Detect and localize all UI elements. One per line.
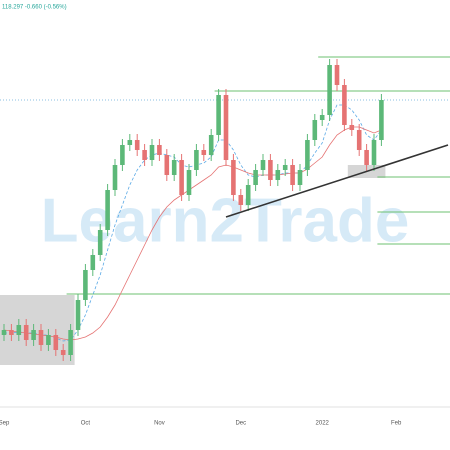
candle-body: [208, 135, 214, 155]
candle-body: [38, 330, 44, 345]
candle-body: [112, 165, 118, 190]
trendline: [225, 144, 449, 218]
candle-body: [349, 125, 355, 130]
candle-body: [142, 150, 147, 160]
candle-body: [371, 140, 377, 165]
x-tick-label: 2022: [316, 421, 330, 427]
candle-body: [31, 330, 36, 340]
candle-body: [171, 160, 177, 175]
candle-body: [290, 165, 295, 185]
candle-body: [179, 160, 184, 195]
candle-body: [68, 330, 73, 355]
candle-body: [157, 145, 162, 155]
candle-body: [186, 170, 192, 195]
candle-body: [149, 145, 155, 160]
candle-body: [342, 85, 347, 125]
candle-body: [238, 195, 244, 205]
candle-body: [260, 160, 266, 170]
moving-average: [3, 126, 382, 341]
candle-body: [379, 100, 384, 140]
candle-body: [364, 150, 369, 165]
candle-body: [23, 325, 29, 340]
candle-body: [327, 65, 332, 115]
candle-body: [356, 130, 362, 150]
candle-body: [90, 255, 96, 270]
x-tick-label: Sep: [0, 421, 10, 427]
candle-body: [60, 350, 66, 355]
candle-body: [253, 170, 258, 185]
candle-body: [16, 325, 22, 335]
candle-body: [319, 115, 325, 120]
candle-body: [105, 190, 110, 230]
candle-body: [46, 335, 51, 345]
candle-body: [297, 170, 303, 185]
candle-body: [75, 300, 81, 330]
x-tick-label: Dec: [235, 421, 246, 427]
candle-body: [134, 140, 140, 150]
moving-average: [4, 104, 382, 342]
candle-body: [245, 185, 251, 205]
candle-body: [223, 95, 229, 160]
candle-body: [9, 330, 14, 335]
candle-body: [97, 230, 103, 255]
candle-body: [1, 330, 7, 335]
candle-body: [164, 155, 170, 175]
x-tick-label: Nov: [154, 421, 165, 427]
candle-body: [334, 65, 340, 85]
watermark: Learn2Trade: [41, 186, 410, 255]
candle-body: [312, 120, 318, 140]
header-quote: 118.297 -0.660 (-0.56%): [2, 5, 67, 11]
candle-body: [83, 270, 88, 300]
candle-body: [194, 150, 199, 170]
x-tick-label: Feb: [391, 421, 402, 427]
x-tick-label: Oct: [81, 421, 91, 427]
candle-body: [305, 140, 310, 170]
candle-body: [120, 145, 125, 165]
candle-body: [127, 140, 133, 145]
candle-body: [201, 150, 207, 155]
candle-body: [282, 165, 288, 170]
candle-body: [53, 335, 59, 350]
candle-body: [268, 160, 273, 180]
candle-body: [275, 170, 281, 180]
candle-body: [216, 95, 221, 135]
candle-body: [231, 160, 236, 195]
